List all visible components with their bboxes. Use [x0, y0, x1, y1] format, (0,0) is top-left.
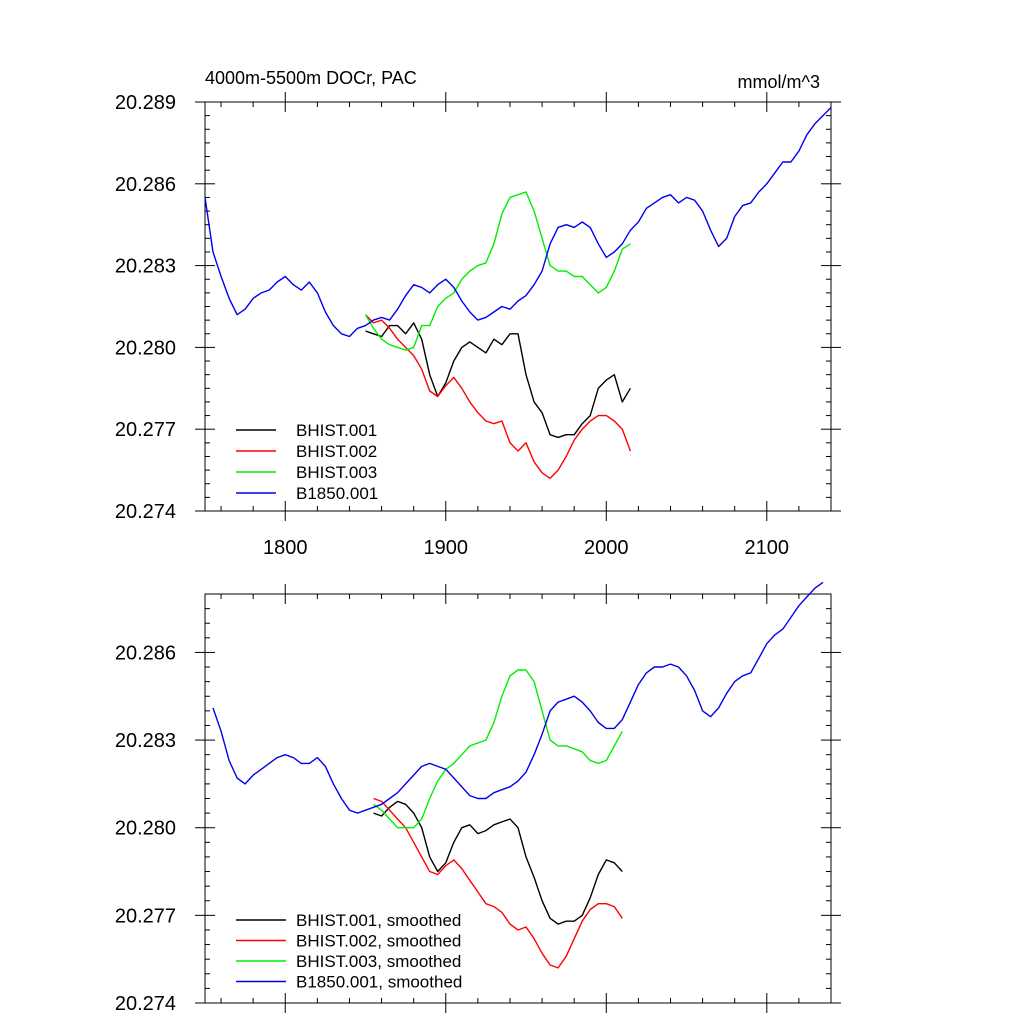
series-line-bhist-003 [364, 191, 631, 351]
series-line-b1850-001-smoothed [212, 581, 824, 814]
series-line-b1850-001 [204, 107, 832, 338]
x-tick-label: 1900 [424, 537, 469, 559]
legend-label: B1850.001, smoothed [296, 973, 462, 992]
series-line-bhist-001-smoothed [373, 800, 623, 925]
y-tick-label: 20.286 [115, 174, 176, 196]
legend-label: BHIST.003, smoothed [296, 952, 461, 971]
units-label: mmol/m^3 [738, 72, 820, 92]
x-tick-label: 2000 [584, 537, 629, 559]
y-tick-label: 20.283 [115, 730, 176, 752]
series-line-bhist-002-smoothed [373, 797, 623, 969]
y-tick-label: 20.274 [115, 993, 176, 1015]
y-tick-label: 20.280 [115, 818, 176, 840]
chart-title: 4000m-5500m DOCr, PAC [205, 68, 417, 88]
legend-label: BHIST.003 [296, 463, 377, 482]
legend-label: BHIST.002 [296, 442, 377, 461]
y-tick-label: 20.277 [115, 905, 176, 927]
legend-label: B1850.001 [296, 484, 378, 503]
y-tick-label: 20.274 [115, 501, 176, 523]
y-tick-label: 20.277 [115, 419, 176, 441]
y-tick-label: 20.283 [115, 256, 176, 278]
series-line-bhist-003-smoothed [373, 669, 623, 829]
y-tick-label: 20.280 [115, 337, 176, 359]
bottom-panel: 20.274 20.277 20.280 20.283 20.286 BHIST.001,… [115, 581, 841, 1015]
y-tick-label: 20.286 [115, 642, 176, 664]
legend-label: BHIST.001, smoothed [296, 911, 461, 930]
legend-label: BHIST.002, smoothed [296, 932, 461, 951]
top-panel: 1800 1900 2000 2100 20.274 20.277 20.280 20.283… [115, 92, 841, 559]
series-line-bhist-002 [364, 314, 632, 479]
y-tick-label: 20.289 [115, 92, 176, 114]
x-tick-label: 2100 [745, 537, 790, 559]
x-tick-label: 1800 [263, 537, 308, 559]
legend-label: BHIST.001 [296, 421, 377, 440]
series-line-bhist-001 [365, 322, 632, 439]
